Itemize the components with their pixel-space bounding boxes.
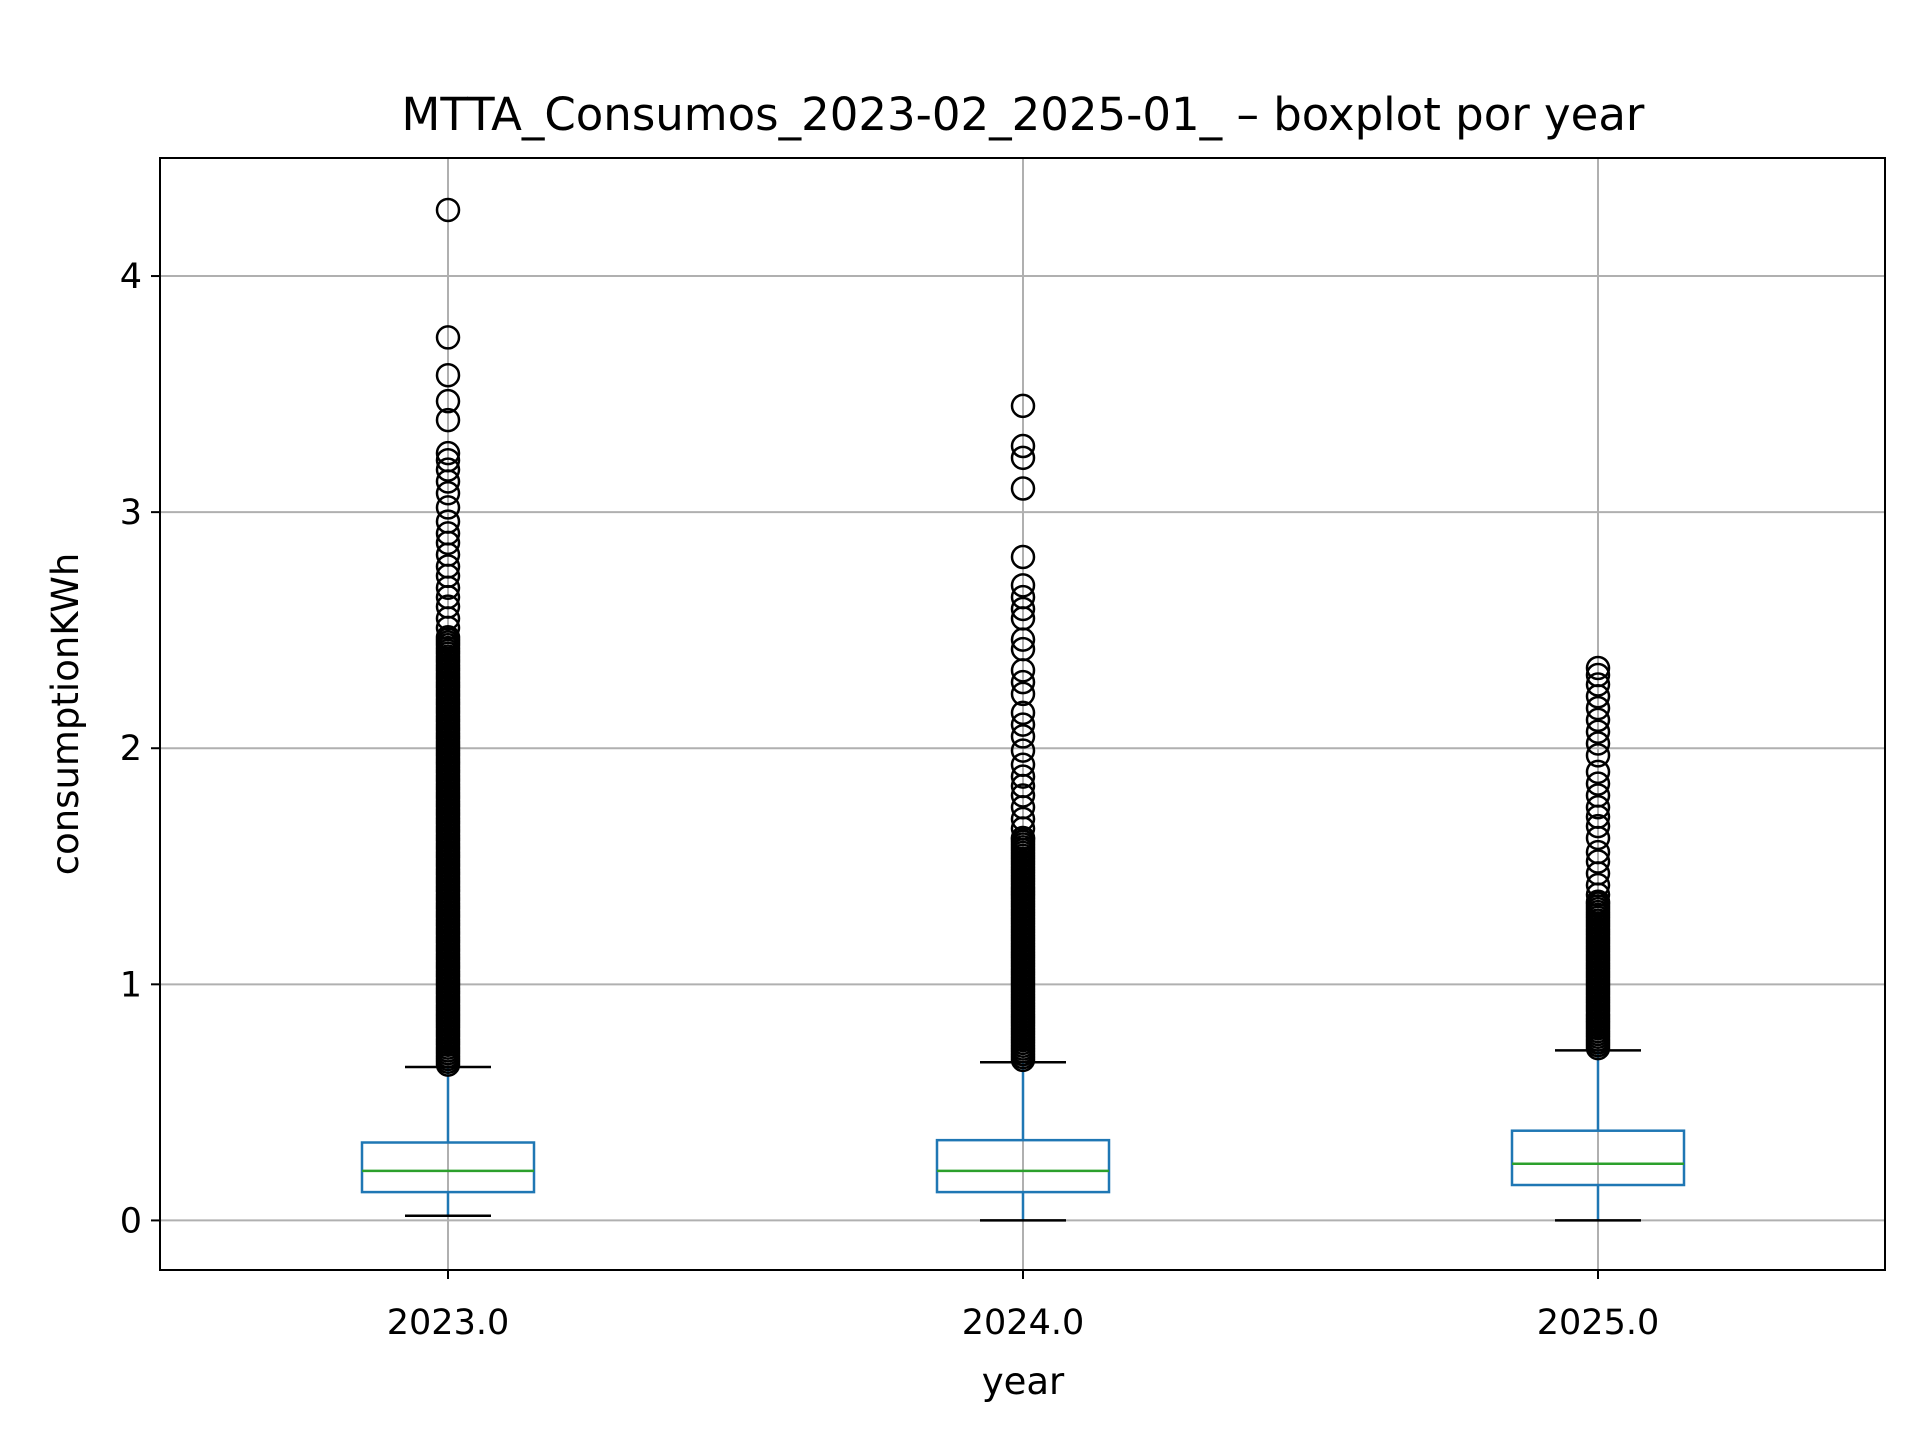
- plot-area: [360, 197, 1686, 1222]
- outlier-point: [1010, 658, 1036, 683]
- outlier-point: [1585, 759, 1611, 785]
- outlier-point: [435, 388, 461, 414]
- outlier-point: [1010, 596, 1036, 622]
- outlier-point: [1010, 783, 1036, 808]
- outlier-point: [435, 197, 461, 223]
- outlier-point: [1010, 816, 1036, 841]
- outlier-point: [1010, 681, 1036, 707]
- x-tick-label: 2024.0: [962, 1303, 1084, 1343]
- box-group: [360, 197, 536, 1217]
- outlier-point: [1585, 743, 1611, 768]
- outlier-point: [1585, 655, 1611, 681]
- outlier-point: [1010, 445, 1036, 471]
- outlier-point: [435, 606, 461, 631]
- outlier-point: [1010, 738, 1036, 763]
- outlier-point: [1585, 719, 1611, 744]
- outlier-point: [1585, 707, 1611, 733]
- outlier-point: [1585, 882, 1611, 907]
- outlier-point: [435, 407, 461, 433]
- outlier-point: [1010, 712, 1036, 737]
- box-group: [1510, 655, 1686, 1222]
- outlier-point: [435, 325, 461, 350]
- outlier-point: [1585, 731, 1611, 756]
- box-group: [935, 393, 1111, 1222]
- outlier-point: [1585, 813, 1611, 839]
- iqr-box: [360, 1141, 536, 1194]
- y-tick-label: 3: [120, 493, 142, 533]
- x-tick-label: 2025.0: [1537, 1303, 1659, 1343]
- y-axis-label: consumptionKWh: [44, 553, 87, 876]
- outlier-point: [1010, 627, 1036, 652]
- iqr-box: [935, 1138, 1111, 1194]
- outlier-point: [1585, 825, 1611, 851]
- y-tick-label: 4: [120, 257, 142, 297]
- outlier-point: [435, 625, 461, 650]
- outlier-point: [435, 440, 461, 466]
- iqr-box: [1510, 1129, 1686, 1187]
- axis-ticks: 0 1 2 3 4 2023.0 2024.0 2025.0: [120, 257, 1660, 1343]
- outlier-point: [435, 530, 461, 556]
- outlier-point: [1585, 771, 1611, 796]
- outlier-point: [1010, 806, 1036, 832]
- outlier-point: [1010, 433, 1036, 459]
- outlier-point: [435, 495, 461, 520]
- outlier-point: [1010, 393, 1036, 419]
- outlier-point: [1010, 825, 1036, 851]
- x-tick-label: 2023.0: [387, 1303, 509, 1343]
- outlier-point: [1010, 476, 1036, 501]
- outlier-point: [435, 615, 461, 641]
- outlier-point: [1010, 700, 1036, 726]
- outlier-point: [1585, 849, 1611, 874]
- outlier-point: [1010, 669, 1036, 695]
- outlier-point: [435, 481, 461, 506]
- outlier-point: [1585, 872, 1611, 898]
- outlier-point: [1585, 684, 1611, 709]
- outlier-point: [1585, 795, 1611, 820]
- y-tick-label: 1: [120, 965, 142, 1005]
- outlier-point: [435, 575, 461, 600]
- outlier-point: [1010, 764, 1036, 789]
- y-tick-label: 0: [120, 1201, 142, 1241]
- outlier-point: [435, 362, 461, 388]
- y-tick-label: 2: [120, 729, 142, 769]
- chart-title: MTTA_Consumos_2023-02_2025-01_ – boxplot…: [402, 88, 1645, 141]
- outlier-point: [1010, 544, 1036, 570]
- outlier-point: [435, 469, 461, 494]
- outlier-point: [1585, 695, 1611, 721]
- outlier-point: [1585, 889, 1611, 914]
- x-axis-label: year: [982, 1360, 1065, 1403]
- outlier-point: [435, 457, 461, 482]
- outlier-point: [1585, 672, 1611, 697]
- outlier-point: [1010, 724, 1036, 749]
- outlier-point: [1010, 573, 1036, 598]
